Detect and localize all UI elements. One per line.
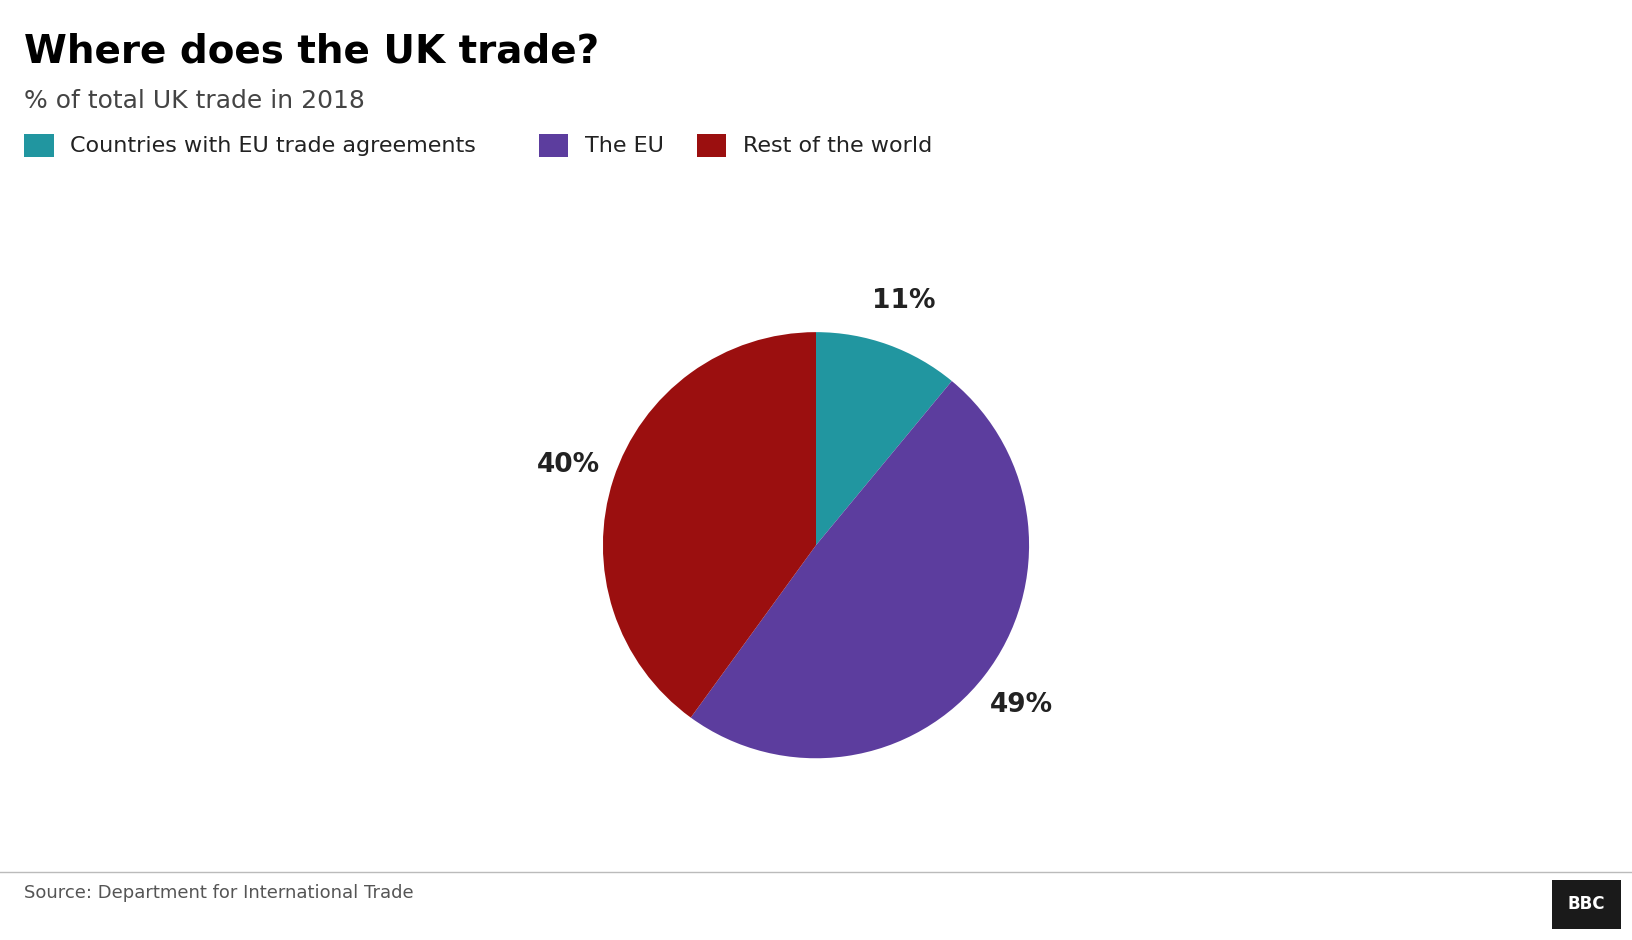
Text: Where does the UK trade?: Where does the UK trade? — [24, 33, 599, 70]
Wedge shape — [816, 332, 951, 545]
Text: 40%: 40% — [537, 452, 601, 478]
Text: Source: Department for International Trade: Source: Department for International Tra… — [24, 884, 415, 902]
Text: BBC: BBC — [1568, 895, 1604, 914]
Wedge shape — [690, 381, 1030, 759]
Text: 49%: 49% — [991, 692, 1053, 717]
Text: Rest of the world: Rest of the world — [743, 135, 932, 156]
Text: % of total UK trade in 2018: % of total UK trade in 2018 — [24, 89, 366, 114]
Text: 11%: 11% — [871, 288, 935, 314]
Text: Countries with EU trade agreements: Countries with EU trade agreements — [70, 135, 477, 156]
Wedge shape — [602, 332, 816, 717]
Text: The EU: The EU — [584, 135, 664, 156]
